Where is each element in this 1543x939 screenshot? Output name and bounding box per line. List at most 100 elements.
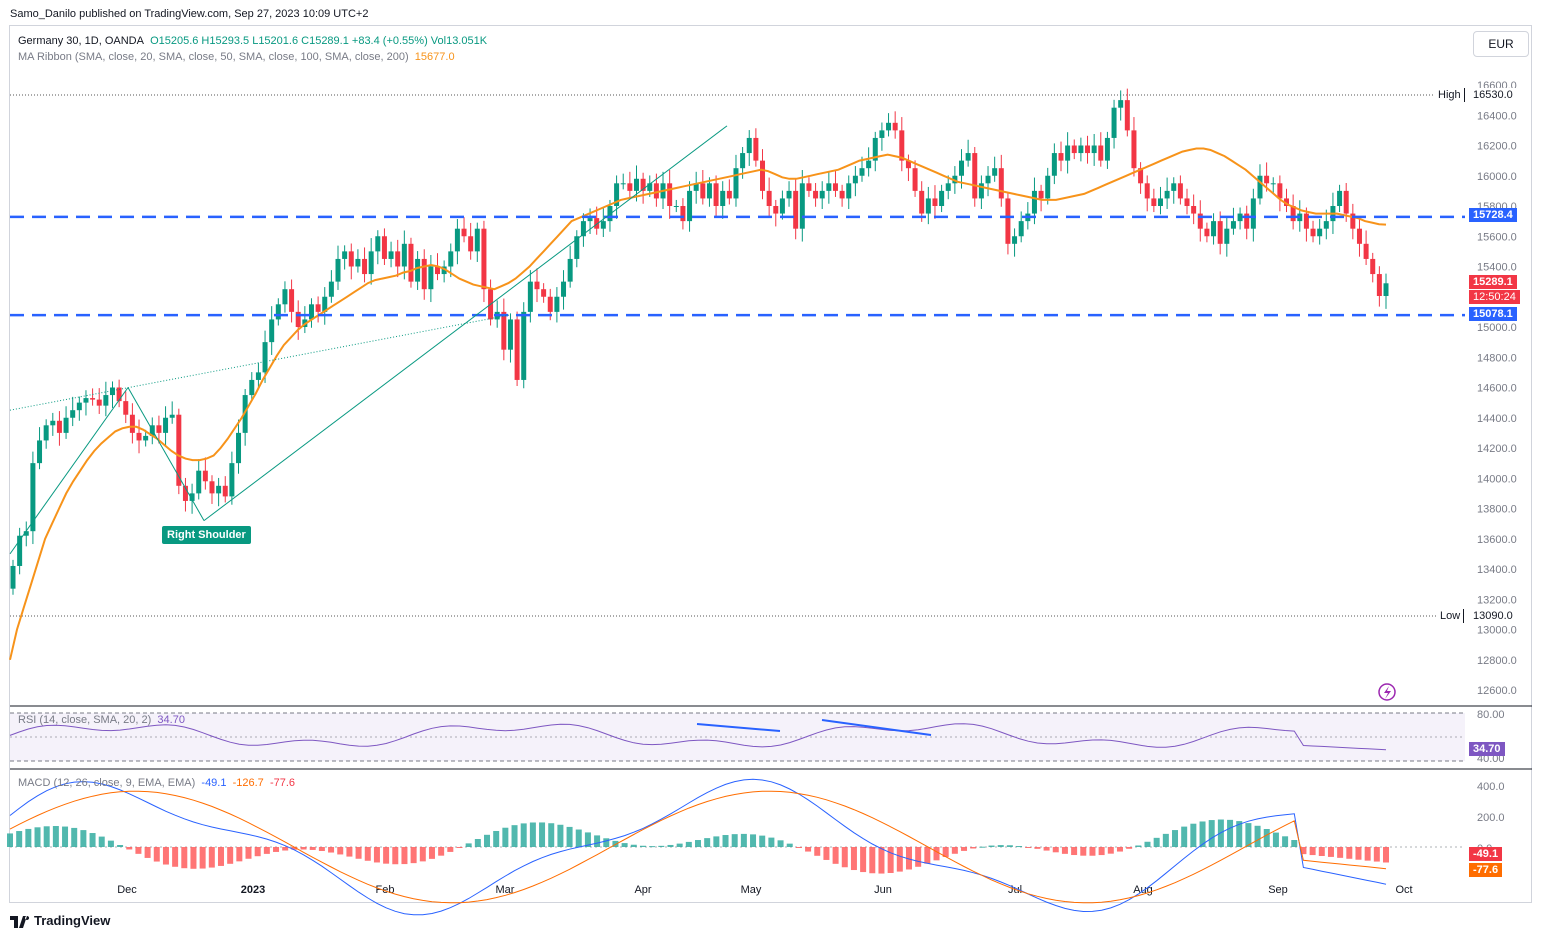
candle-body — [600, 221, 606, 229]
main-legend: Germany 30, 1D, OANDA O15205.6 H15293.5 … — [18, 35, 487, 47]
candle-body — [1370, 258, 1376, 275]
candle-body — [1111, 107, 1117, 138]
macd-hist-bar — [1364, 847, 1371, 861]
macd-hist-bar — [850, 847, 857, 871]
candle-body — [30, 463, 36, 532]
candle-body — [269, 319, 275, 343]
candle-body — [1051, 153, 1057, 176]
candle-body — [561, 281, 567, 297]
price-axis[interactable]: 16600.016400.016200.016000.015800.015600… — [1477, 80, 1517, 697]
macd-hist-bar — [1318, 847, 1325, 856]
candle-body — [633, 178, 639, 191]
macd-hist-bar — [208, 847, 215, 868]
candle-body — [614, 183, 620, 206]
candle-body — [1085, 145, 1091, 154]
macd-hist-bar — [52, 826, 59, 847]
macd-hist-bar — [1098, 847, 1105, 856]
macd-hist-bar — [823, 847, 830, 860]
candle-body — [289, 289, 295, 312]
macd-hist-bar — [263, 847, 270, 854]
macd-hist-bar — [502, 827, 509, 847]
candle-body — [1284, 198, 1290, 206]
candle-body — [123, 401, 129, 415]
macd-hist-bar — [199, 847, 206, 869]
macd-hist-bar — [1236, 821, 1243, 847]
candle-body — [1171, 183, 1177, 191]
macd-hist-bar — [1025, 847, 1032, 848]
candle-body — [56, 420, 62, 433]
time-axis[interactable]: Dec 2023 Feb Mar Apr May Jun Jul Aug Sep Oct — [117, 884, 1412, 896]
tradingview-logo[interactable]: TradingView — [10, 913, 110, 928]
tradingview-icon — [10, 915, 30, 928]
candle-body — [793, 190, 799, 229]
candle-body — [308, 304, 314, 320]
macd-hist-bar — [860, 847, 867, 873]
macd-hist-bar — [1116, 847, 1123, 852]
macd-value-tag: -49.1 — [1469, 847, 1503, 861]
macd-hist-bar — [759, 835, 766, 847]
macd-hist-bar — [383, 847, 390, 864]
macd-hist-bar — [245, 847, 252, 859]
candle-body — [832, 183, 838, 191]
candle-body — [514, 319, 520, 380]
macd-value: -49.1 — [201, 777, 227, 789]
candle-body — [216, 485, 222, 494]
macd-legend: MACD (12, 26, close, 9, EMA, EMA) -49.1 … — [18, 777, 295, 789]
candle-body — [978, 183, 984, 199]
candle-body — [1257, 175, 1263, 199]
candle-body — [919, 190, 925, 214]
last-price-tag: 15289.1 — [1469, 275, 1517, 289]
ma-ribbon-label[interactable]: MA Ribbon (SMA, close, 20, SMA, close, 5… — [18, 51, 409, 63]
macd-hist-bar — [254, 847, 261, 857]
rsi-divergence-line — [821, 719, 932, 736]
macd-hist-bar — [373, 847, 380, 863]
candle-body — [541, 289, 547, 297]
candle-body — [1363, 243, 1369, 259]
candle-body — [1237, 213, 1243, 222]
price-tick-label: 15400.0 — [1477, 262, 1517, 274]
price-tick-label: 14800.0 — [1477, 352, 1517, 364]
candle-body — [521, 311, 527, 380]
macd-hist-bar — [71, 827, 78, 847]
candle-body — [852, 175, 858, 184]
price-tick-label: 12600.0 — [1477, 685, 1517, 697]
candle-body — [998, 168, 1004, 199]
candle-body — [1124, 100, 1130, 131]
macd-hist-bar — [905, 847, 912, 870]
time-tick-label: Oct — [1395, 884, 1412, 896]
macd-hist-bar — [410, 847, 417, 864]
macd-hist-bar — [548, 823, 555, 847]
candle-body — [985, 175, 991, 184]
lightning-icon[interactable] — [1378, 683, 1396, 701]
currency-button[interactable]: EUR — [1473, 31, 1529, 57]
time-tick-label: 2023 — [241, 884, 265, 896]
rsi-label[interactable]: RSI (14, close, SMA, 20, 2) — [18, 714, 152, 726]
right-shoulder-label[interactable]: Right Shoulder — [162, 526, 251, 544]
macd-hist-bar — [878, 847, 885, 874]
high-value-tag: 16530.0 — [1469, 88, 1517, 102]
candle-body — [1376, 274, 1382, 296]
level-lower-tag: 15078.1 — [1469, 307, 1517, 321]
macd-hist-bar — [584, 832, 591, 847]
macd-hist-bar — [896, 847, 903, 872]
candle-body — [726, 190, 732, 199]
symbol-label[interactable]: Germany 30, 1D, OANDA — [18, 35, 144, 47]
candle-body — [282, 289, 288, 305]
candle-body — [70, 410, 76, 418]
macd-hist-bar — [1052, 847, 1059, 853]
candle-body — [229, 463, 235, 497]
macd-hist-bar — [1061, 847, 1068, 854]
macd-label[interactable]: MACD (12, 26, close, 9, EMA, EMA) — [18, 777, 196, 789]
macd-hist-bar — [1181, 826, 1188, 847]
candle-body — [1204, 228, 1210, 237]
candle-body — [786, 190, 792, 199]
candle-body — [1138, 168, 1144, 184]
candle-body — [109, 387, 115, 396]
candle-body — [169, 414, 175, 418]
price-tick-label: 16000.0 — [1477, 171, 1517, 183]
macd-hist-bar — [291, 847, 298, 850]
macd-tick-label: 200.0 — [1477, 812, 1505, 824]
price-tick-label: 16200.0 — [1477, 141, 1517, 153]
macd-hist-bar — [722, 835, 729, 847]
